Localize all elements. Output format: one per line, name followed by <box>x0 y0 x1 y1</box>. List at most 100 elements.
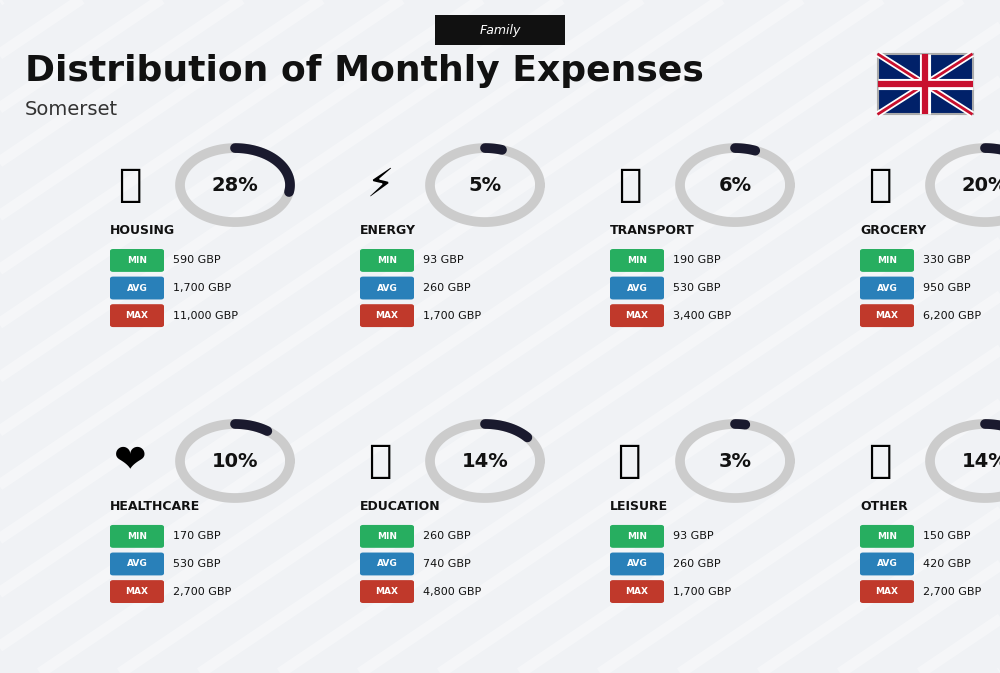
Text: AVG: AVG <box>627 559 647 569</box>
Text: OTHER: OTHER <box>860 499 908 513</box>
FancyBboxPatch shape <box>110 553 164 575</box>
Text: MIN: MIN <box>627 532 647 541</box>
Text: 1,700 GBP: 1,700 GBP <box>423 311 481 320</box>
Text: 170 GBP: 170 GBP <box>173 532 221 541</box>
FancyBboxPatch shape <box>860 304 914 327</box>
Text: 14%: 14% <box>462 452 508 470</box>
Text: 93 GBP: 93 GBP <box>423 256 464 265</box>
FancyBboxPatch shape <box>360 249 414 272</box>
Text: MAX: MAX <box>376 311 398 320</box>
Text: AVG: AVG <box>877 559 897 569</box>
Text: GROCERY: GROCERY <box>860 223 926 237</box>
FancyBboxPatch shape <box>860 277 914 299</box>
FancyBboxPatch shape <box>860 525 914 548</box>
Text: 1,700 GBP: 1,700 GBP <box>673 587 731 596</box>
Text: 3%: 3% <box>718 452 752 470</box>
Text: 6%: 6% <box>718 176 752 194</box>
Text: 590 GBP: 590 GBP <box>173 256 221 265</box>
Text: AVG: AVG <box>127 283 147 293</box>
FancyBboxPatch shape <box>860 553 914 575</box>
FancyBboxPatch shape <box>360 525 414 548</box>
FancyBboxPatch shape <box>860 580 914 603</box>
Text: 93 GBP: 93 GBP <box>673 532 714 541</box>
Text: AVG: AVG <box>877 283 897 293</box>
Text: 420 GBP: 420 GBP <box>923 559 971 569</box>
Text: AVG: AVG <box>377 283 397 293</box>
Text: 260 GBP: 260 GBP <box>423 283 471 293</box>
Text: HOUSING: HOUSING <box>110 223 175 237</box>
Text: MIN: MIN <box>627 256 647 265</box>
Text: 190 GBP: 190 GBP <box>673 256 721 265</box>
FancyBboxPatch shape <box>610 249 664 272</box>
FancyBboxPatch shape <box>610 580 664 603</box>
Text: AVG: AVG <box>627 283 647 293</box>
FancyBboxPatch shape <box>860 249 914 272</box>
Text: MAX: MAX <box>876 587 898 596</box>
Text: 🛒: 🛒 <box>868 166 892 204</box>
Text: 4,800 GBP: 4,800 GBP <box>423 587 481 596</box>
Text: 330 GBP: 330 GBP <box>923 256 970 265</box>
Text: EDUCATION: EDUCATION <box>360 499 441 513</box>
Text: MAX: MAX <box>126 587 148 596</box>
Text: MIN: MIN <box>377 532 397 541</box>
Text: MIN: MIN <box>877 256 897 265</box>
FancyBboxPatch shape <box>360 304 414 327</box>
FancyBboxPatch shape <box>610 304 664 327</box>
Text: MIN: MIN <box>127 532 147 541</box>
Text: 11,000 GBP: 11,000 GBP <box>173 311 238 320</box>
Text: TRANSPORT: TRANSPORT <box>610 223 695 237</box>
Text: 28%: 28% <box>212 176 258 194</box>
Text: 🎓: 🎓 <box>368 442 392 480</box>
Text: AVG: AVG <box>377 559 397 569</box>
Text: Family: Family <box>479 24 521 37</box>
Text: MAX: MAX <box>626 311 648 320</box>
Text: 👛: 👛 <box>868 442 892 480</box>
Text: Somerset: Somerset <box>25 100 118 118</box>
FancyBboxPatch shape <box>610 553 664 575</box>
Text: 20%: 20% <box>962 176 1000 194</box>
Text: 740 GBP: 740 GBP <box>423 559 471 569</box>
FancyBboxPatch shape <box>360 277 414 299</box>
Text: ⚡: ⚡ <box>366 166 394 204</box>
Text: Distribution of Monthly Expenses: Distribution of Monthly Expenses <box>25 54 704 87</box>
Text: MIN: MIN <box>127 256 147 265</box>
FancyBboxPatch shape <box>610 525 664 548</box>
Text: 14%: 14% <box>962 452 1000 470</box>
Text: 530 GBP: 530 GBP <box>173 559 221 569</box>
FancyBboxPatch shape <box>360 580 414 603</box>
Text: LEISURE: LEISURE <box>610 499 668 513</box>
Text: 1,700 GBP: 1,700 GBP <box>173 283 231 293</box>
Text: 150 GBP: 150 GBP <box>923 532 970 541</box>
Text: MIN: MIN <box>877 532 897 541</box>
Text: 2,700 GBP: 2,700 GBP <box>923 587 981 596</box>
Text: 🛍️: 🛍️ <box>618 442 642 480</box>
Text: 🚌: 🚌 <box>618 166 642 204</box>
FancyBboxPatch shape <box>435 15 565 45</box>
Text: 3,400 GBP: 3,400 GBP <box>673 311 731 320</box>
Text: HEALTHCARE: HEALTHCARE <box>110 499 200 513</box>
Text: 6,200 GBP: 6,200 GBP <box>923 311 981 320</box>
FancyBboxPatch shape <box>110 580 164 603</box>
Text: MAX: MAX <box>876 311 898 320</box>
FancyBboxPatch shape <box>360 553 414 575</box>
Text: MIN: MIN <box>377 256 397 265</box>
FancyBboxPatch shape <box>110 525 164 548</box>
Text: 260 GBP: 260 GBP <box>673 559 721 569</box>
Text: MAX: MAX <box>376 587 398 596</box>
Text: MAX: MAX <box>126 311 148 320</box>
FancyBboxPatch shape <box>878 54 972 114</box>
Text: 🏗: 🏗 <box>118 166 142 204</box>
FancyBboxPatch shape <box>610 277 664 299</box>
Text: ❤️: ❤️ <box>114 442 146 480</box>
Text: MAX: MAX <box>626 587 648 596</box>
Text: 2,700 GBP: 2,700 GBP <box>173 587 231 596</box>
Text: ENERGY: ENERGY <box>360 223 416 237</box>
FancyBboxPatch shape <box>110 304 164 327</box>
Text: 5%: 5% <box>468 176 502 194</box>
Text: 530 GBP: 530 GBP <box>673 283 720 293</box>
Text: AVG: AVG <box>127 559 147 569</box>
Text: 10%: 10% <box>212 452 258 470</box>
Text: 950 GBP: 950 GBP <box>923 283 971 293</box>
FancyBboxPatch shape <box>110 277 164 299</box>
Text: 260 GBP: 260 GBP <box>423 532 471 541</box>
